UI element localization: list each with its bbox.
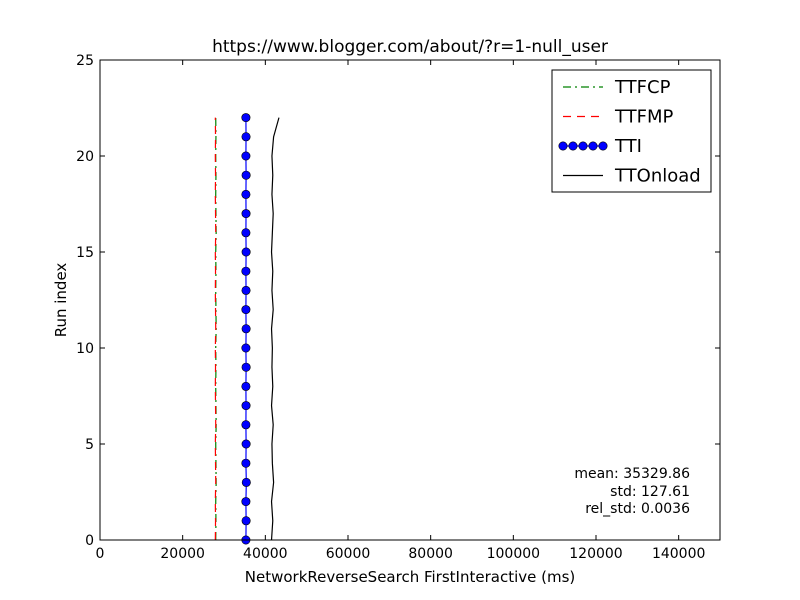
legend-marker-tti [588, 141, 598, 151]
y-tick-label: 0 [85, 533, 94, 549]
data-point-tti [241, 113, 251, 123]
y-tick-label: 10 [76, 341, 94, 357]
stats-rel-std: rel_std: 0.0036 [585, 501, 690, 517]
x-tick-label: 60000 [326, 546, 371, 562]
data-point-tti [241, 170, 251, 180]
legend-marker-tti [578, 141, 588, 151]
data-point-tti [241, 343, 251, 353]
data-point-tti [241, 132, 251, 142]
plot-area [214, 113, 280, 545]
x-tick-label: 100000 [487, 546, 540, 562]
data-point-tti [241, 209, 251, 219]
data-point-tti [241, 516, 251, 526]
legend-frame [551, 69, 712, 193]
legend-marker-tti [558, 141, 568, 151]
y-tick-label: 15 [76, 245, 94, 261]
x-axis-label: NetworkReverseSearch FirstInteractive (m… [245, 568, 576, 586]
y-tick-label: 5 [85, 437, 94, 453]
chart-title: https://www.blogger.com/about/?r=1-null_… [212, 37, 608, 57]
data-point-tti [241, 228, 251, 238]
y-axis-label: Run index [52, 263, 70, 338]
data-point-tti [241, 189, 251, 199]
data-point-tti [241, 477, 251, 487]
legend-marker-tti [598, 141, 608, 151]
data-point-tti [241, 247, 251, 257]
legend-label-ttonload: TTOnload [614, 166, 701, 187]
legend-label-ttfcp: TTFCP [614, 77, 671, 98]
legend-marker-tti [568, 141, 578, 151]
series-line-ttonload [270, 117, 280, 541]
stats-std: std: 127.61 [610, 484, 690, 500]
stats-mean: mean: 35329.86 [574, 466, 690, 482]
data-point-tti [241, 285, 251, 295]
axis-ticks: 0 20000 40000 60000 80000 100000 120000 140000 0… [76, 53, 720, 562]
data-point-tti [241, 151, 251, 161]
data-point-tti [241, 420, 251, 430]
legend: TTFCP TTFMP TTI TTOnload [551, 69, 712, 193]
stats-annotation: mean: 35329.86 std: 127.61 rel_std: 0.00… [574, 466, 690, 517]
y-tick-label: 20 [76, 149, 94, 165]
x-tick-label: 0 [96, 546, 105, 562]
legend-label-tti: TTI [614, 136, 642, 157]
data-point-tti [241, 305, 251, 315]
data-point-tti [241, 266, 251, 276]
legend-label-ttfmp: TTFMP [614, 107, 674, 128]
data-point-tti [241, 439, 251, 449]
x-tick-label: 120000 [569, 546, 622, 562]
x-tick-label: 140000 [652, 546, 705, 562]
y-tick-label: 25 [76, 53, 94, 69]
x-tick-label: 40000 [243, 546, 288, 562]
data-point-tti [241, 362, 251, 372]
data-point-tti [241, 458, 251, 468]
data-point-tti [241, 324, 251, 334]
plot-frame [99, 59, 721, 541]
x-tick-label: 20000 [160, 546, 205, 562]
data-point-tti [241, 401, 251, 411]
x-tick-label: 80000 [408, 546, 453, 562]
data-point-tti [241, 497, 251, 507]
data-point-tti [241, 381, 251, 391]
